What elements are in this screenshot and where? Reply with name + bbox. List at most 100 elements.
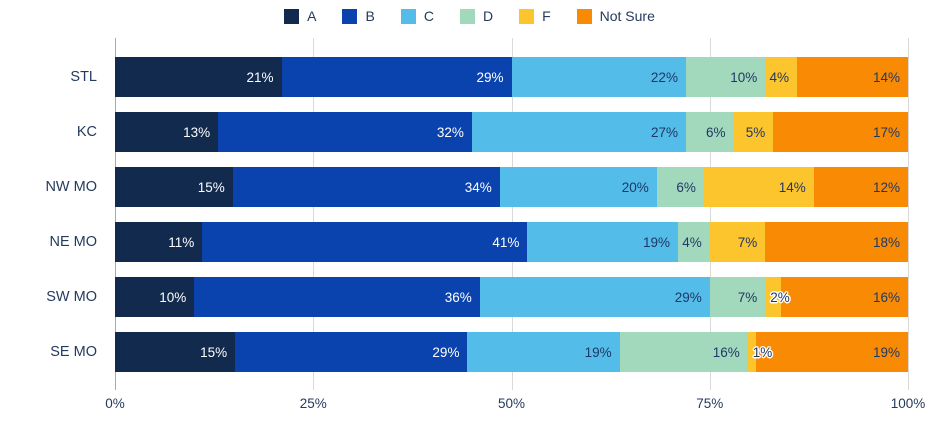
bar-row-stl: 21% 29% 22% 10% 4% 14%: [115, 57, 908, 97]
legend-label: A: [307, 8, 317, 24]
legend-item-f: F: [519, 8, 551, 24]
bar-segment-nw-mo-a: 15%: [115, 167, 233, 207]
legend-swatch-not-sure-icon: [576, 8, 592, 24]
bar-segment-sw-mo-f: [765, 277, 782, 317]
legend-item-a: A: [284, 8, 316, 24]
legend-swatch-f-icon: [519, 8, 535, 24]
segment-value-label: 34%: [464, 179, 492, 195]
bar-segment-stl-b: 29%: [281, 57, 512, 97]
bar-segment-nw-mo-f: 14%: [703, 167, 814, 207]
bar-segment-sw-mo-not-sure: 16%: [781, 277, 908, 317]
bar-segment-ne-mo-not-sure: 18%: [765, 222, 908, 262]
bar-segment-nw-mo-not-sure: 12%: [813, 167, 908, 207]
bar-row-se-mo: 15% 29% 19% 16% 1% 19%: [115, 332, 908, 372]
segment-value-label: 6%: [676, 179, 696, 195]
bar-row-sw-mo: 10% 36% 29% 7% 2% 16%: [115, 277, 908, 317]
bar-segment-se-mo-a: 15%: [115, 332, 236, 372]
bar-segment-se-mo-not-sure: 19%: [755, 332, 908, 372]
row-label-sw-mo: SW MO: [46, 289, 97, 305]
gridline-75pct: [709, 38, 711, 390]
legend-swatch-a-icon: [284, 8, 300, 24]
x-axis-tick-label: 75%: [696, 396, 724, 411]
bar-segment-se-mo-b: 29%: [235, 332, 468, 372]
gridline-0pct: [115, 38, 116, 390]
bar-row-ne-mo: 11% 41% 19% 4% 7% 18%: [115, 222, 908, 262]
bar-segment-se-mo-c: 19%: [467, 332, 620, 372]
segment-value-label: 10%: [159, 289, 187, 305]
bar-segment-ne-mo-b: 41%: [202, 222, 528, 262]
bar-segment-kc-c: 27%: [471, 112, 686, 152]
bar-segment-kc-not-sure: 17%: [773, 112, 909, 152]
segment-value-label: 15%: [200, 344, 228, 360]
x-axis-tick-label: 100%: [890, 396, 926, 411]
gridline-25pct: [313, 38, 315, 390]
segment-value-label: 10%: [730, 69, 758, 85]
bar-segment-kc-f: 5%: [733, 112, 774, 152]
segment-value-label: 4%: [682, 234, 702, 250]
legend: A B C D F Not Sure: [0, 2, 939, 30]
segment-value-label: 29%: [476, 69, 504, 85]
legend-label: D: [482, 8, 494, 24]
segment-value-label: 7%: [737, 289, 758, 305]
segment-value-label: 19%: [872, 344, 900, 360]
row-label-nw-mo: NW MO: [45, 179, 97, 195]
x-axis-tick-label: 25%: [299, 396, 327, 411]
segment-value-label: 20%: [621, 179, 649, 195]
segment-value-label: 7%: [737, 234, 758, 250]
x-axis-tick-label: 0%: [105, 396, 125, 411]
legend-item-d: D: [459, 8, 494, 24]
row-label-se-mo: SE MO: [50, 344, 97, 360]
segment-value-label: 14%: [872, 69, 900, 85]
bar-segment-stl-c: 22%: [511, 57, 686, 97]
halo-value-label: 1%: [752, 344, 773, 360]
bar-row-nw-mo: 15% 34% 20% 6% 14% 12%: [115, 167, 908, 207]
bar-segment-stl-d: 10%: [685, 57, 766, 97]
legend-item-c: C: [400, 8, 434, 24]
legend-swatch-c-icon: [400, 8, 416, 24]
segment-value-label: 6%: [706, 124, 726, 140]
segment-value-label: 27%: [650, 124, 678, 140]
segment-value-label: 41%: [492, 234, 520, 250]
segment-value-label: 11%: [168, 234, 195, 250]
legend-label: C: [423, 8, 434, 24]
bar-segment-ne-mo-a: 11%: [115, 222, 203, 262]
segment-value-label: 22%: [650, 69, 678, 85]
legend-item-not-sure: Not Sure: [576, 8, 655, 24]
bar-segment-stl-a: 21%: [115, 57, 282, 97]
bar-segment-kc-d: 6%: [685, 112, 734, 152]
legend-label: F: [542, 8, 551, 24]
segment-value-label: 5%: [745, 124, 766, 140]
legend-item-b: B: [342, 8, 375, 24]
legend-swatch-b-icon: [342, 8, 358, 24]
segment-value-label: 14%: [778, 179, 806, 195]
segment-value-label: 29%: [432, 344, 460, 360]
segment-value-label: 19%: [643, 234, 671, 250]
bar-segment-ne-mo-c: 19%: [527, 222, 679, 262]
plot-area: 21% 29% 22% 10% 4% 14% 13% 32% 27% 6% 5% 17% 15% 34% 2…: [115, 38, 909, 390]
bar-segment-sw-mo-a: 10%: [115, 277, 195, 317]
bar-segment-se-mo-f: [747, 332, 756, 372]
row-label-stl: STL: [70, 69, 97, 85]
segment-value-label: 13%: [183, 124, 211, 140]
bar-segment-ne-mo-d: 4%: [678, 222, 710, 262]
bar-segment-ne-mo-f: 7%: [709, 222, 766, 262]
x-axis-tick-label: 50%: [497, 396, 526, 411]
bar-segment-stl-f: 4%: [765, 57, 797, 97]
segment-value-label: 32%: [436, 124, 464, 140]
gridline-50pct: [511, 38, 513, 390]
legend-label: B: [365, 8, 375, 24]
gridline-100pct: [908, 38, 909, 390]
bar-row-kc: 13% 32% 27% 6% 5% 17%: [115, 112, 909, 152]
bar-segment-sw-mo-d: 7%: [709, 277, 766, 317]
legend-label: Not Sure: [599, 8, 655, 24]
segment-value-label: 19%: [584, 344, 612, 360]
segment-value-label: 36%: [444, 289, 472, 305]
legend-swatch-d-icon: [459, 8, 475, 24]
bar-segment-nw-mo-b: 34%: [232, 167, 500, 207]
segment-value-label: 16%: [872, 289, 900, 305]
segment-value-label: 21%: [246, 69, 274, 85]
segment-value-label: 17%: [872, 124, 901, 140]
segment-value-label: 16%: [712, 344, 740, 360]
